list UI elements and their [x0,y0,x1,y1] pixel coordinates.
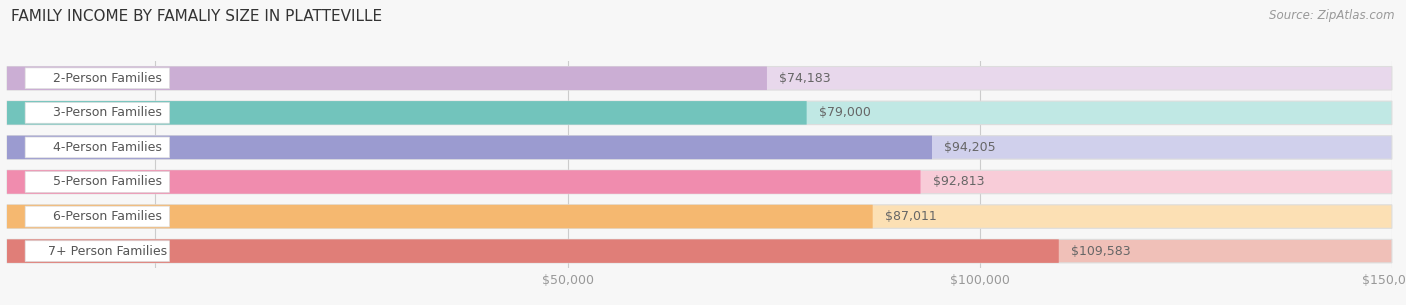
Text: 7+ Person Families: 7+ Person Families [48,245,167,258]
FancyBboxPatch shape [25,68,170,89]
Text: 2-Person Families: 2-Person Families [53,72,162,85]
FancyBboxPatch shape [7,205,873,228]
FancyBboxPatch shape [7,170,1392,194]
Text: 3-Person Families: 3-Person Families [53,106,162,119]
FancyBboxPatch shape [7,136,932,159]
FancyBboxPatch shape [25,172,170,192]
FancyBboxPatch shape [7,101,807,125]
Text: $94,205: $94,205 [945,141,995,154]
FancyBboxPatch shape [7,66,766,90]
Text: FAMILY INCOME BY FAMALIY SIZE IN PLATTEVILLE: FAMILY INCOME BY FAMALIY SIZE IN PLATTEV… [11,9,382,24]
FancyBboxPatch shape [7,66,1392,90]
FancyBboxPatch shape [7,205,1392,228]
FancyBboxPatch shape [25,102,170,123]
Text: 5-Person Families: 5-Person Families [52,175,162,188]
FancyBboxPatch shape [25,206,170,227]
FancyBboxPatch shape [7,239,1392,263]
FancyBboxPatch shape [7,170,921,194]
Text: $92,813: $92,813 [934,175,984,188]
FancyBboxPatch shape [7,101,1392,125]
FancyBboxPatch shape [7,136,1392,159]
Text: $74,183: $74,183 [779,72,831,85]
Text: Source: ZipAtlas.com: Source: ZipAtlas.com [1270,9,1395,22]
Text: $109,583: $109,583 [1071,245,1130,258]
FancyBboxPatch shape [25,241,170,261]
Text: 4-Person Families: 4-Person Families [53,141,162,154]
Text: $87,011: $87,011 [884,210,936,223]
FancyBboxPatch shape [7,239,1059,263]
Text: $79,000: $79,000 [820,106,870,119]
FancyBboxPatch shape [25,137,170,158]
Text: 6-Person Families: 6-Person Families [53,210,162,223]
